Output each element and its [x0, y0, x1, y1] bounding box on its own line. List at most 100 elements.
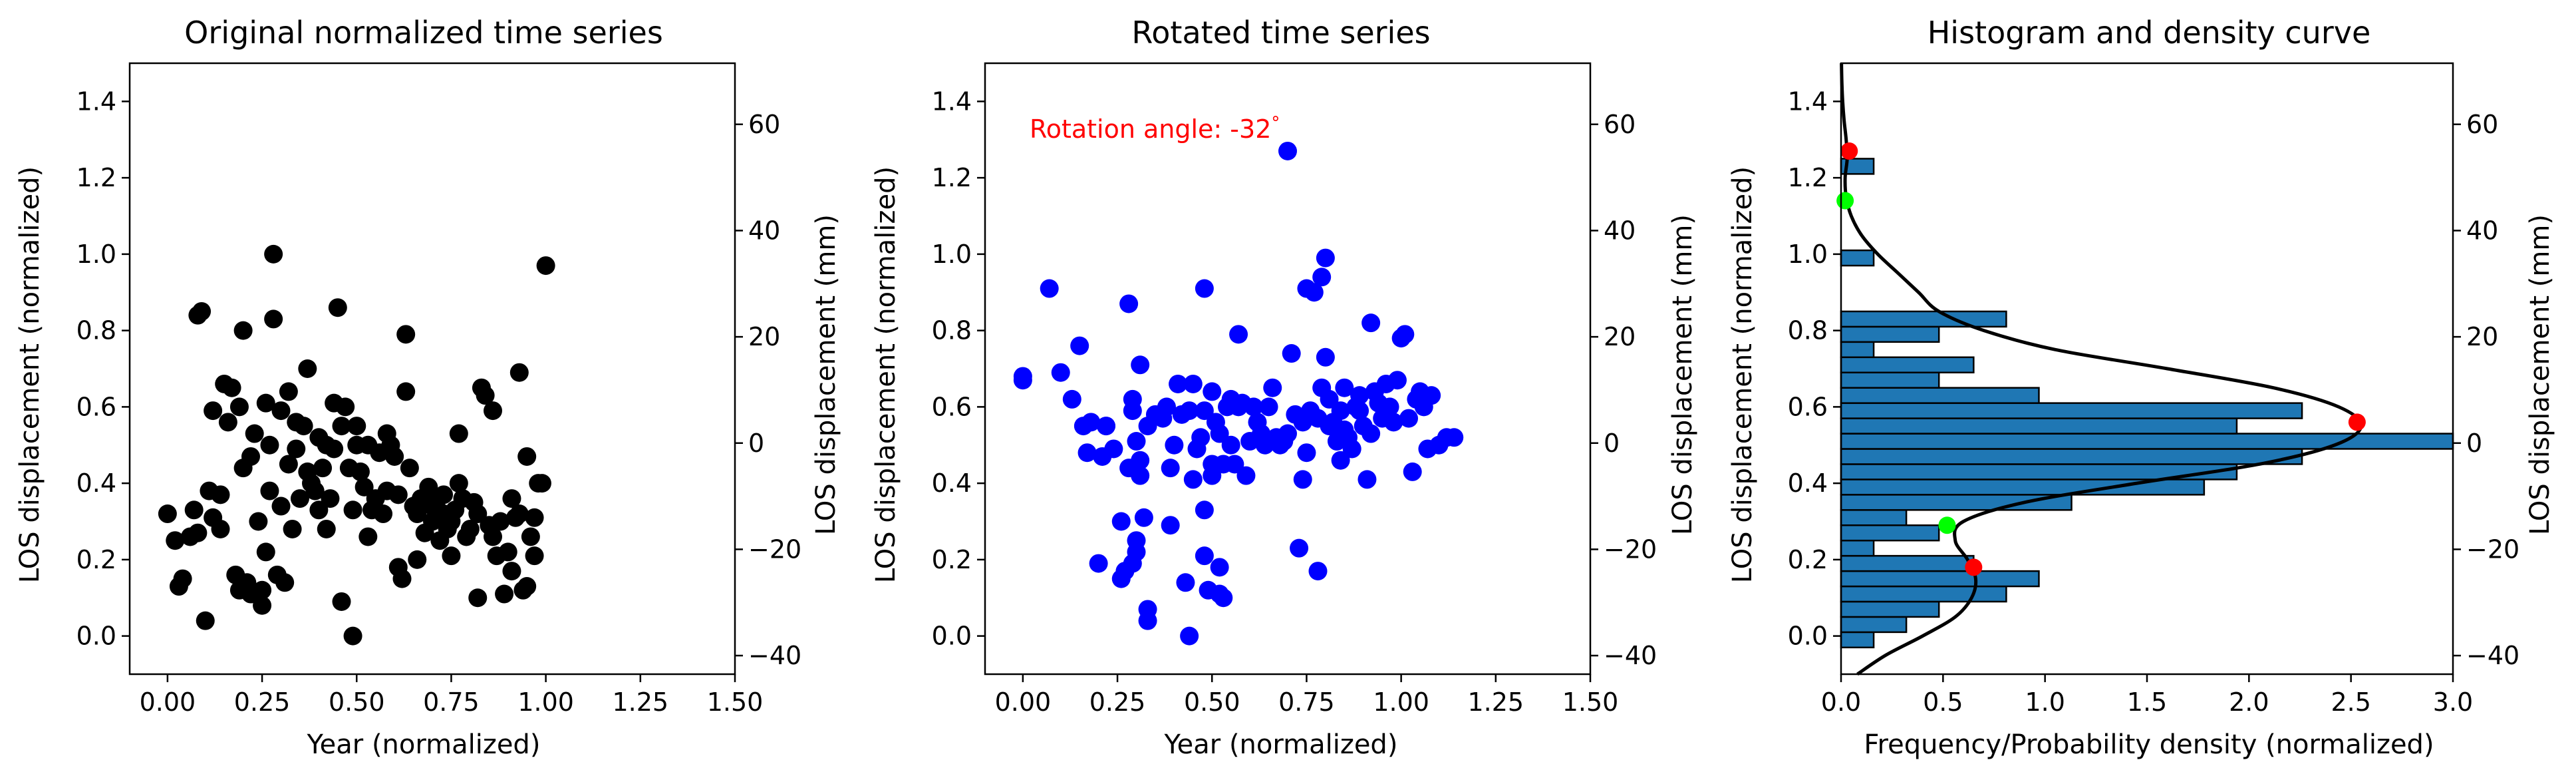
- scatter-point: [253, 580, 272, 600]
- scatter-point: [1195, 401, 1214, 421]
- y-axis-label: LOS displacement (normalized): [1727, 166, 1758, 583]
- x-tick-label: 0.00: [140, 687, 196, 717]
- scatter-point: [1244, 397, 1263, 417]
- scatter-point: [1259, 397, 1278, 417]
- y2-tick-label: 40: [2466, 216, 2498, 245]
- y-tick-label: 0.6: [1788, 392, 1828, 421]
- scatter-point: [1210, 424, 1229, 443]
- y2-tick-label: 20: [1604, 322, 1636, 351]
- scatter-point: [449, 424, 468, 443]
- scatter-point: [347, 417, 366, 436]
- scatter-point: [309, 500, 329, 520]
- scatter-point: [1180, 401, 1199, 421]
- y-tick-label: 0.4: [1788, 469, 1828, 498]
- scatter-point: [536, 256, 555, 276]
- scatter-point: [249, 512, 268, 531]
- scatter-point: [245, 424, 264, 443]
- scatter-point: [343, 500, 362, 520]
- scatter-point: [532, 474, 551, 493]
- scatter-point: [408, 504, 427, 524]
- x-axis-label: Year (normalized): [307, 729, 541, 760]
- scatter-point: [385, 447, 404, 466]
- scatter-point: [1350, 386, 1369, 405]
- scatter-point: [1097, 417, 1115, 436]
- y-tick-label: 0.8: [76, 316, 116, 345]
- density-curve: [1840, 63, 2363, 676]
- histogram-bar: [1840, 249, 1875, 267]
- y-tick-label: 1.0: [932, 240, 972, 269]
- y-tick-label: 1.4: [1788, 87, 1828, 116]
- scatter-point: [332, 592, 351, 611]
- y-axis-label: LOS displacement (normalized): [871, 166, 901, 583]
- scatter-point: [1051, 363, 1070, 382]
- scatter-point: [1316, 248, 1335, 268]
- scatter-point: [408, 550, 427, 569]
- scatter-point: [325, 439, 344, 459]
- scatter-point: [1131, 355, 1150, 375]
- scatter-point: [275, 573, 295, 592]
- histogram-bar: [1840, 494, 2073, 511]
- scatter-point: [233, 321, 253, 340]
- scatter-point: [502, 489, 521, 508]
- scatter-point: [388, 485, 408, 504]
- histogram-bar: [1840, 341, 1875, 359]
- scatter-point: [1331, 401, 1350, 421]
- y-tick-label: 0.8: [1788, 316, 1828, 345]
- scatter-point: [1183, 470, 1203, 489]
- scatter-point: [332, 417, 351, 436]
- scatter-point: [1119, 294, 1139, 313]
- scatter-point: [374, 504, 393, 524]
- scatter-point: [1077, 443, 1097, 463]
- trough-marker: [1938, 516, 1956, 534]
- y2-axis-label: LOS displacement (mm): [1667, 214, 1698, 535]
- y2-tick-label: 0: [2466, 429, 2482, 458]
- histogram-bar: [1840, 433, 2454, 450]
- scatter-point: [264, 244, 283, 264]
- scatter-point: [1157, 397, 1176, 417]
- scatter-point: [442, 546, 461, 566]
- scatter-point: [279, 382, 298, 401]
- x-tick-label: 0.00: [995, 687, 1052, 717]
- scatter-point: [1183, 374, 1203, 393]
- scatter-point: [256, 542, 275, 562]
- scatter-point: [484, 527, 502, 546]
- scatter-point: [1138, 611, 1157, 630]
- scatter-point: [1104, 439, 1123, 459]
- y-tick-label: 0.0: [1788, 622, 1828, 651]
- tick-group: 0.00 0.25 0.50 0.75 1.00 1.25 1.500.00.20.40.6…: [932, 87, 1657, 717]
- scatter-point: [1293, 470, 1312, 489]
- scatter-point: [279, 455, 298, 474]
- x-tick-label: 2.5: [2331, 687, 2370, 717]
- scatter-point: [336, 397, 355, 417]
- scatter-point: [1380, 397, 1399, 417]
- x-tick-label: 0.75: [1278, 687, 1335, 717]
- scatter-point: [317, 519, 336, 538]
- scatter-point: [192, 301, 212, 321]
- scatter-point: [355, 477, 374, 496]
- scatter-point: [1203, 382, 1222, 401]
- y2-tick-label: −40: [748, 641, 801, 670]
- scatter-point: [211, 485, 230, 504]
- y-tick-label: 1.2: [76, 163, 116, 192]
- scatter-point: [1320, 389, 1339, 409]
- scatter-point: [1361, 313, 1381, 333]
- scatter-point: [1304, 283, 1324, 302]
- scatter-point: [256, 393, 275, 413]
- x-tick-label: 0.25: [234, 687, 291, 717]
- histogram-bar: [1840, 509, 1908, 526]
- scatter-point: [509, 363, 529, 382]
- peak-marker: [2348, 413, 2366, 431]
- scatter-point: [1111, 512, 1131, 531]
- y2-tick-label: −20: [748, 534, 801, 564]
- scatter-point: [158, 504, 177, 524]
- histogram-bar: [1840, 417, 2238, 435]
- scatter-point: [517, 577, 537, 596]
- histogram-bar: [1840, 371, 1940, 389]
- x-tick-label: 1.25: [1468, 687, 1524, 717]
- scatter-point: [1403, 462, 1422, 481]
- histogram-bar: [1840, 402, 2303, 419]
- scatter-point: [253, 596, 272, 615]
- scatter-point: [419, 477, 438, 496]
- scatter-point: [1165, 435, 1184, 455]
- scatter-point: [305, 481, 325, 500]
